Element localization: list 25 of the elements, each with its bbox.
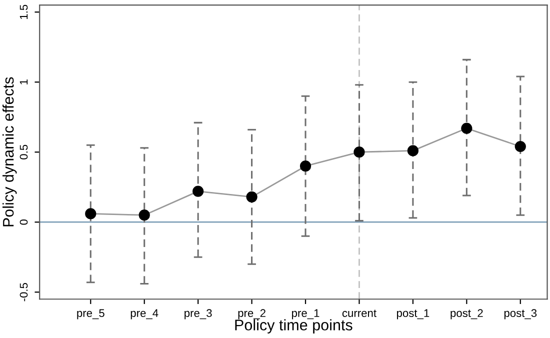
point: [354, 146, 365, 158]
y-tick-label: 0.5: [20, 144, 28, 160]
point: [514, 140, 526, 152]
x-tick-label: pre_3: [184, 309, 212, 320]
x-tick-label: pre_4: [130, 309, 158, 320]
y-tick-label: -0.5: [20, 283, 28, 302]
point: [85, 208, 96, 220]
point: [461, 122, 472, 134]
point: [246, 191, 258, 202]
x-tick-label: post_3: [504, 309, 537, 320]
y-axis-title: Policy dynamic effects: [2, 77, 17, 226]
y-tick-label: 1: [20, 80, 28, 84]
x-axis-title: Policy time points: [235, 319, 352, 334]
point: [138, 210, 150, 221]
x-tick-label: pre_1: [292, 309, 320, 320]
x-tick-label: post_1: [396, 309, 430, 320]
x-tick-label: pre_5: [77, 309, 104, 320]
point: [407, 145, 419, 156]
y-tick-label: 0: [20, 219, 28, 225]
x-tick-label: post_2: [450, 309, 483, 320]
x-tick-label: current: [342, 310, 376, 318]
x-tick-label: pre_2: [238, 309, 266, 320]
y-tick-label: 1.5: [20, 4, 28, 19]
point: [192, 186, 204, 197]
point: [300, 160, 312, 172]
